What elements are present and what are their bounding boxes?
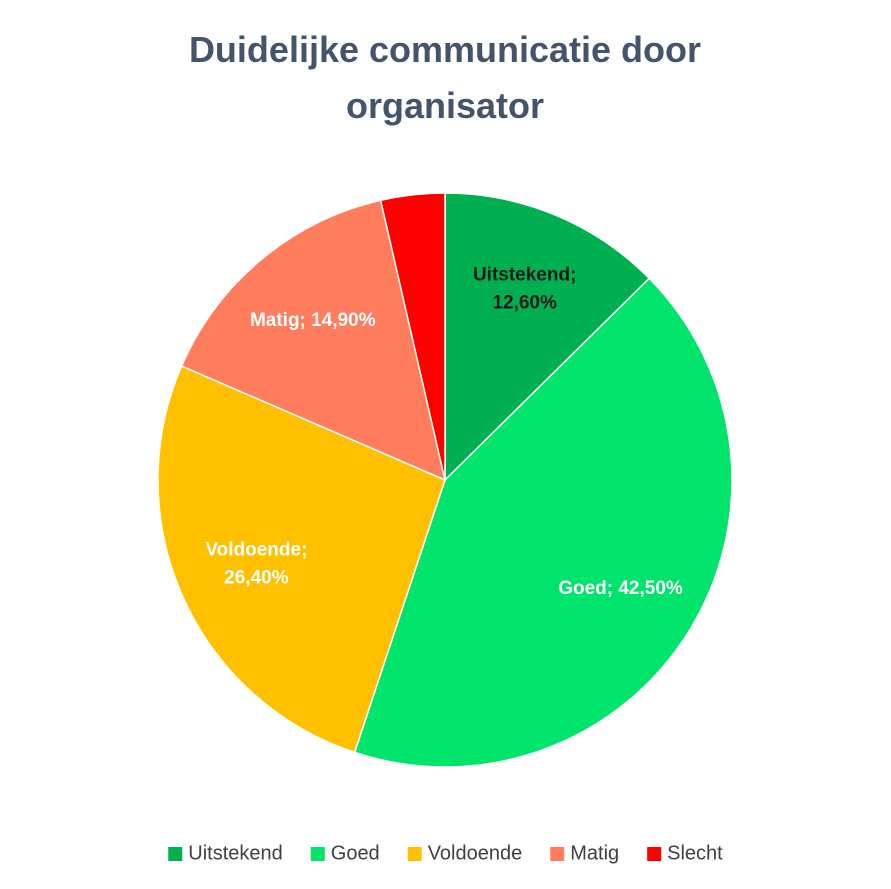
legend: Uitstekend Goed Voldoende Matig Slecht [168,842,723,864]
data-label: Matig; 14,90% [250,310,376,331]
legend-label: Uitstekend [188,842,283,864]
data-label: Uitstekend; 12,60% [473,264,576,313]
data-label: Voldoende; 26,40% [205,539,307,588]
legend-label: Voldoende [428,842,523,864]
legend-label: Slecht [667,842,723,864]
pie-slice [180,199,447,482]
pie-slice [353,277,733,768]
legend-swatch [407,847,422,861]
pie-slice [444,192,651,482]
legend-swatch [550,847,565,861]
pie-slice [157,365,446,754]
legend-swatch [168,847,183,861]
legend-label: Goed [331,842,380,864]
legend-label: Matig [570,842,619,864]
legend-swatch [310,847,325,861]
legend-swatch [647,847,662,861]
pie-slice [379,192,446,481]
data-label: Goed; 42,50% [558,578,683,599]
chart-title: Duidelijke communicatie door organisator [188,29,702,126]
